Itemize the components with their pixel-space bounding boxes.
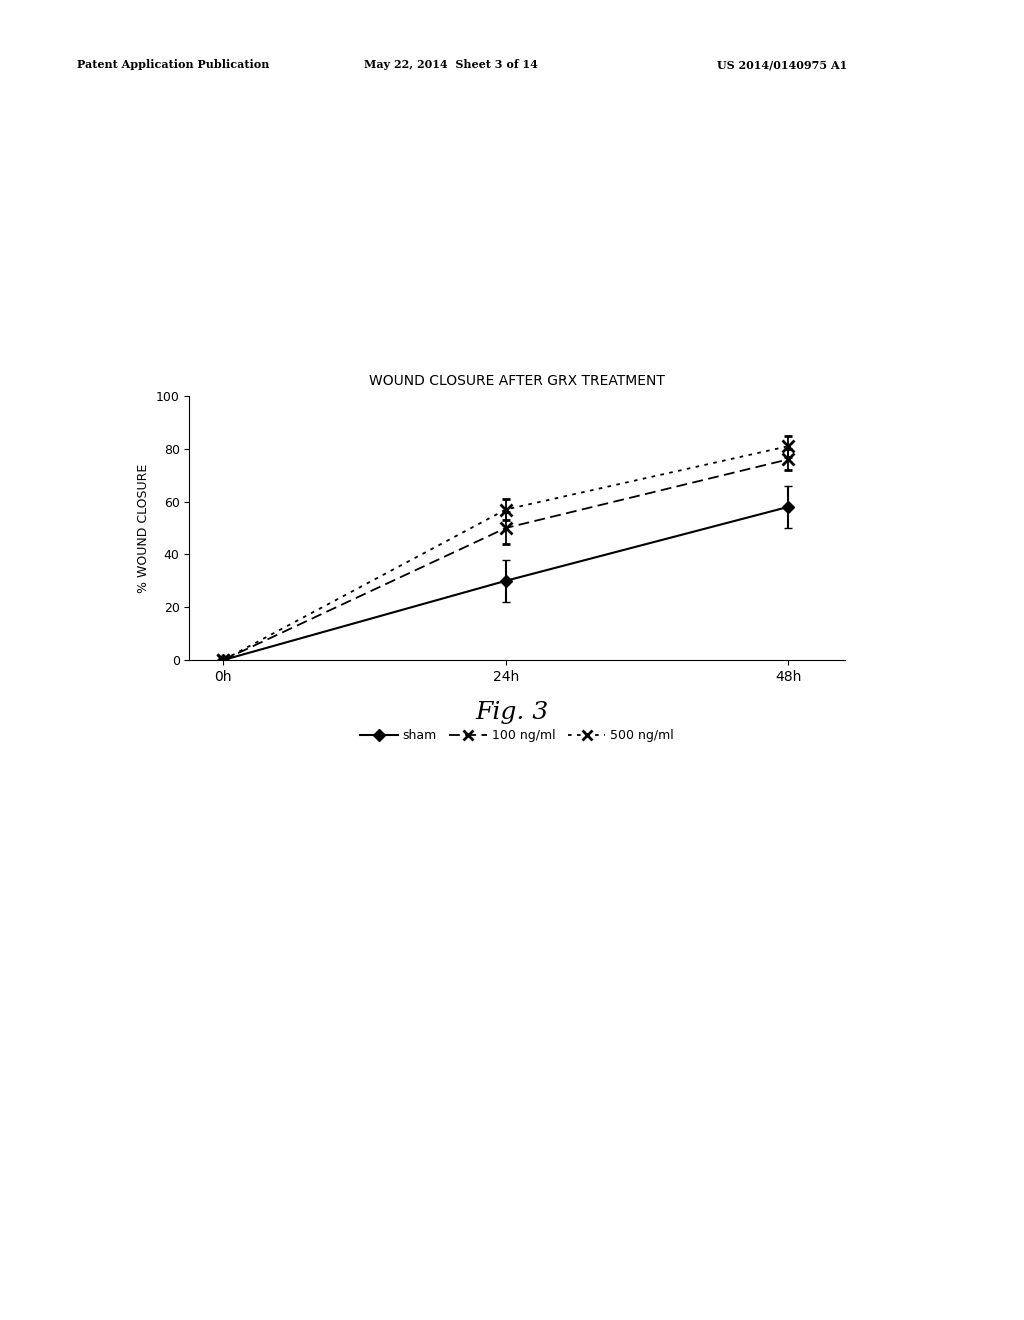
Text: May 22, 2014  Sheet 3 of 14: May 22, 2014 Sheet 3 of 14 [364,59,538,70]
Text: Fig. 3: Fig. 3 [475,701,549,725]
Y-axis label: % WOUND CLOSURE: % WOUND CLOSURE [137,463,151,593]
Title: WOUND CLOSURE AFTER GRX TREATMENT: WOUND CLOSURE AFTER GRX TREATMENT [370,374,665,388]
Text: US 2014/0140975 A1: US 2014/0140975 A1 [717,59,847,70]
Legend: sham, 100 ng/ml, 500 ng/ml: sham, 100 ng/ml, 500 ng/ml [355,725,679,747]
Text: Patent Application Publication: Patent Application Publication [77,59,269,70]
